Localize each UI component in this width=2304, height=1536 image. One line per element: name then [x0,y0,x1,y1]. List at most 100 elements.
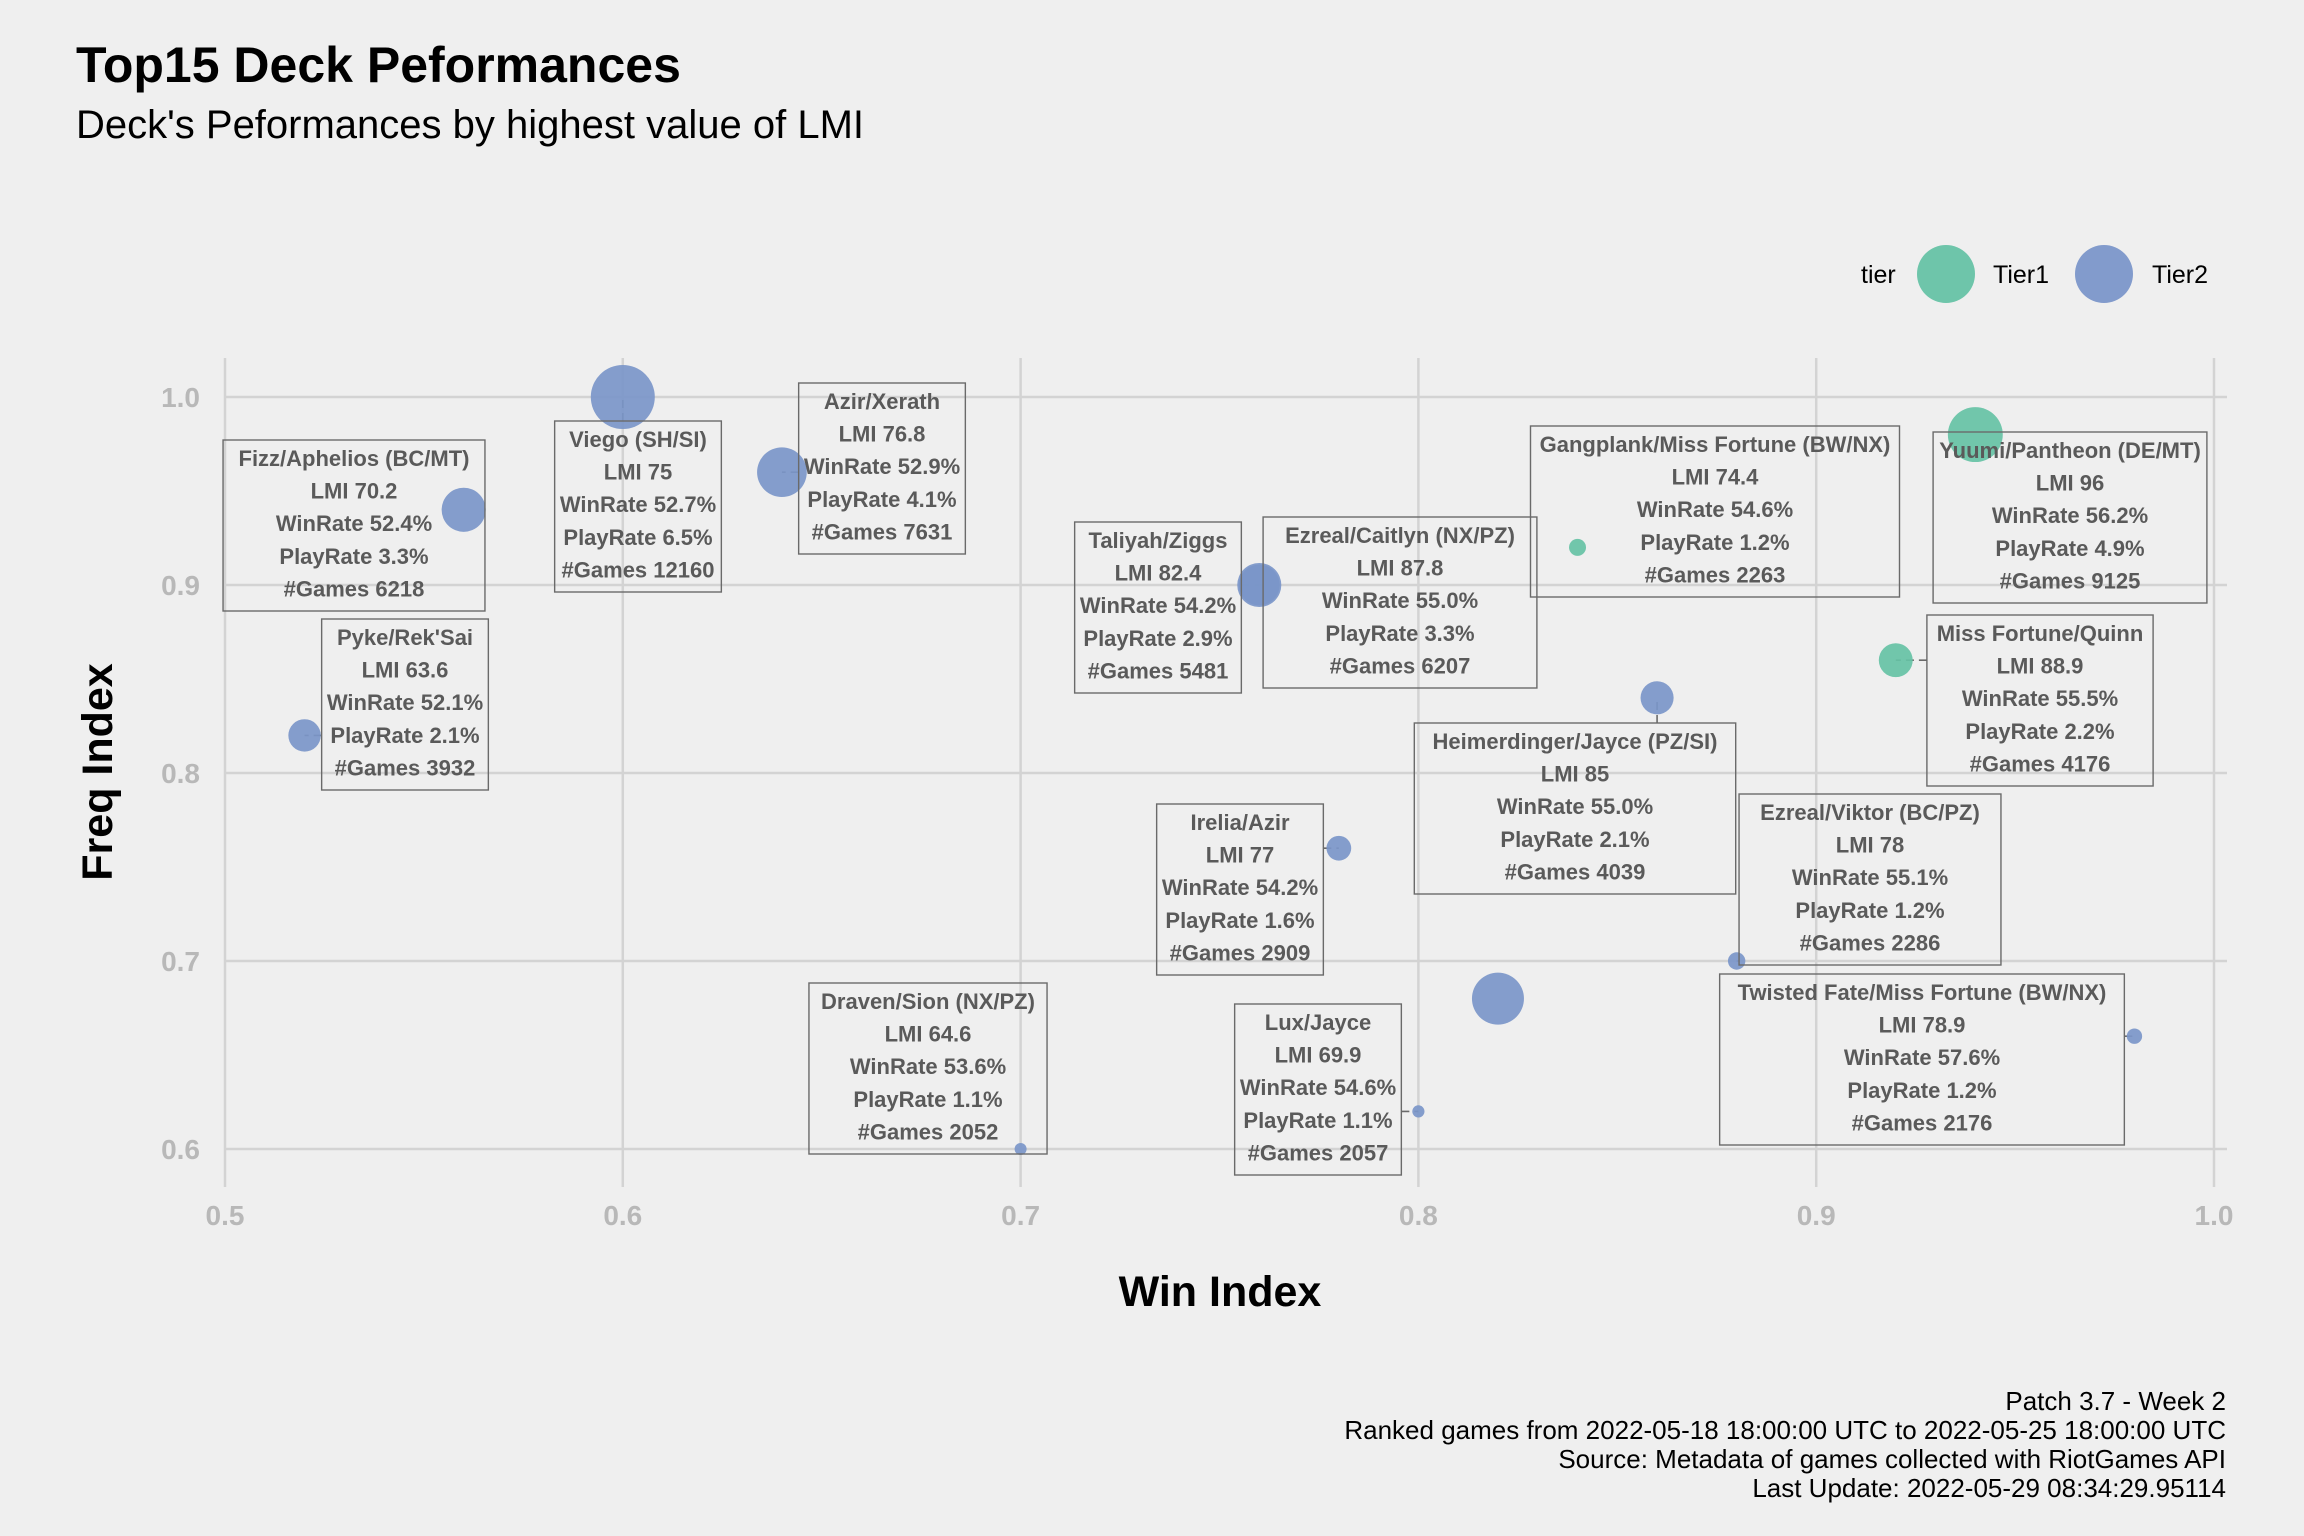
point-label-stat: #Games 7631 [812,519,953,544]
point-label-stat: WinRate 52.9% [804,454,960,479]
point-label-stat: LMI 64.6 [885,1022,972,1047]
data-point [288,719,321,752]
label-box [1718,973,2126,1146]
point-label-stat: WinRate 56.2% [1992,503,2148,528]
label-box [1155,803,1325,976]
data-point [1412,1105,1425,1118]
point-label-deck: Gangplank/Miss Fortune (BW/NX) [1540,432,1891,457]
point-labels: Yuumi/Pantheon (DE/MT) LMI 96 WinRate 56.2… [222,382,2208,1176]
chart-title: Top15 Deck Peformances [76,37,681,93]
legend-swatch-tier2 [2075,245,2133,303]
point-label-stat: #Games 4176 [1970,751,2111,776]
caption-line-2: Ranked games from 2022-05-18 18:00:00 UT… [1344,1415,2226,1445]
point-label-deck: Lux/Jayce [1265,1010,1371,1035]
caption-line-3: Source: Metadata of games collected with… [1558,1444,2226,1474]
point-label-deck: Ezreal/Caitlyn (NX/PZ) [1285,523,1515,548]
data-point [590,365,655,429]
data-point [1640,681,1674,715]
label-box [1233,1003,1403,1176]
grid [223,358,2227,1187]
label-box [1738,793,2002,966]
caption-line-1: Patch 3.7 - Week 2 [2005,1386,2226,1416]
label-box [553,420,723,593]
y-tick-label: 0.7 [161,946,200,977]
x-tick-label: 0.9 [1797,1200,1836,1231]
point-label-deck: Viego (SH/SI) [569,427,707,452]
label-box [1073,521,1243,694]
point-label-stat: PlayRate 1.2% [1640,530,1789,555]
point-label-deck: Fizz/Aphelios (BC/MT) [239,446,470,471]
point-label-stat: #Games 6218 [284,576,425,601]
data-point [1326,835,1352,861]
y-tick-label: 0.8 [161,758,200,789]
point-label-stat: LMI 75 [604,460,672,485]
point-label-stat: LMI 63.6 [362,658,449,683]
point-label-stat: #Games 6207 [1330,653,1471,678]
data-point [1569,538,1587,556]
y-tick-label: 1.0 [161,382,200,413]
point-label-deck: Draven/Sion (NX/PZ) [821,989,1035,1014]
point-label-stat: LMI 74.4 [1672,465,1760,490]
point-label-deck: Yuumi/Pantheon (DE/MT) [1939,438,2201,463]
point-label-stat: #Games 3932 [335,755,476,780]
point-label-stat: LMI 78 [1836,833,1904,858]
point-label-stat: PlayRate 1.6% [1165,908,1314,933]
y-axis-ticks: 0.6 0.7 0.8 0.9 1.0 [161,382,200,1165]
label-box [1262,516,1538,689]
point-label-stat: #Games 2909 [1170,940,1311,965]
point-label-stat: WinRate 52.7% [560,492,716,517]
legend-label-tier1: Tier1 [1993,261,2049,289]
point-label-stat: PlayRate 1.2% [1795,898,1944,923]
point-label-stat: PlayRate 2.9% [1083,626,1232,651]
point-label-deck: Irelia/Azir [1190,810,1289,835]
point-label-deck: Twisted Fate/Miss Fortune (BW/NX) [1738,980,2107,1005]
point-label-deck: Azir/Xerath [824,389,940,414]
point-label-stat: WinRate 55.5% [1962,686,2118,711]
point-label-stat: #Games 2263 [1645,562,1786,587]
label-box [1926,614,2154,787]
point-label-stat: LMI 82.4 [1115,561,1203,586]
data-point [441,487,486,532]
point-label-stat: WinRate 52.1% [327,690,483,715]
point-label-stat: WinRate 53.6% [850,1054,1006,1079]
data-points [288,365,2143,1156]
legend-swatch-tier1 [1917,245,1975,303]
data-point [1947,407,2003,463]
label-box [808,982,1048,1155]
point-label-stat: PlayRate 4.1% [807,487,956,512]
point-label-stat: PlayRate 1.1% [853,1087,1002,1112]
point-label-stat: #Games 9125 [2000,568,2141,593]
x-tick-label: 0.5 [206,1200,245,1231]
point-label-stat: WinRate 55.0% [1322,588,1478,613]
legend: tier Tier1 Tier2 [1861,245,2208,303]
x-tick-label: 1.0 [2195,1200,2234,1231]
x-tick-label: 0.7 [1001,1200,1040,1231]
legend-label-tier2: Tier2 [2152,261,2208,289]
y-tick-label: 0.9 [161,570,200,601]
label-box [1932,431,2208,604]
point-label-stat: #Games 2176 [1852,1110,1993,1135]
point-label-stat: WinRate 55.0% [1497,794,1653,819]
point-label-deck: Ezreal/Viktor (BC/PZ) [1760,800,1980,825]
point-label-stat: PlayRate 1.2% [1847,1078,1996,1103]
x-axis-title: Win Index [1119,1268,1322,1316]
point-label-stat: #Games 2052 [858,1119,999,1144]
point-label-stat: LMI 85 [1541,762,1609,787]
point-label-deck: Pyke/Rek'Sai [337,625,473,650]
point-label-stat: LMI 70.2 [311,479,398,504]
point-label-stat: LMI 88.9 [1997,654,2084,679]
point-label-stat: PlayRate 6.5% [563,525,712,550]
point-label-stat: PlayRate 2.1% [1500,827,1649,852]
point-label-stat: LMI 77 [1206,843,1274,868]
data-point [757,447,807,498]
data-point [2126,1028,2143,1044]
y-axis-title: Freq Index [74,663,122,881]
point-label-deck: Miss Fortune/Quinn [1937,621,2144,646]
point-label-stat: #Games 2286 [1800,930,1941,955]
point-label-stat: #Games 5481 [1088,658,1229,683]
point-label-stat: WinRate 55.1% [1792,865,1948,890]
caption-line-4: Last Update: 2022-05-29 08:34:29.95114 [1752,1473,2226,1503]
point-label-stat: PlayRate 3.3% [279,544,428,569]
point-label-stat: LMI 78.9 [1879,1013,1966,1038]
